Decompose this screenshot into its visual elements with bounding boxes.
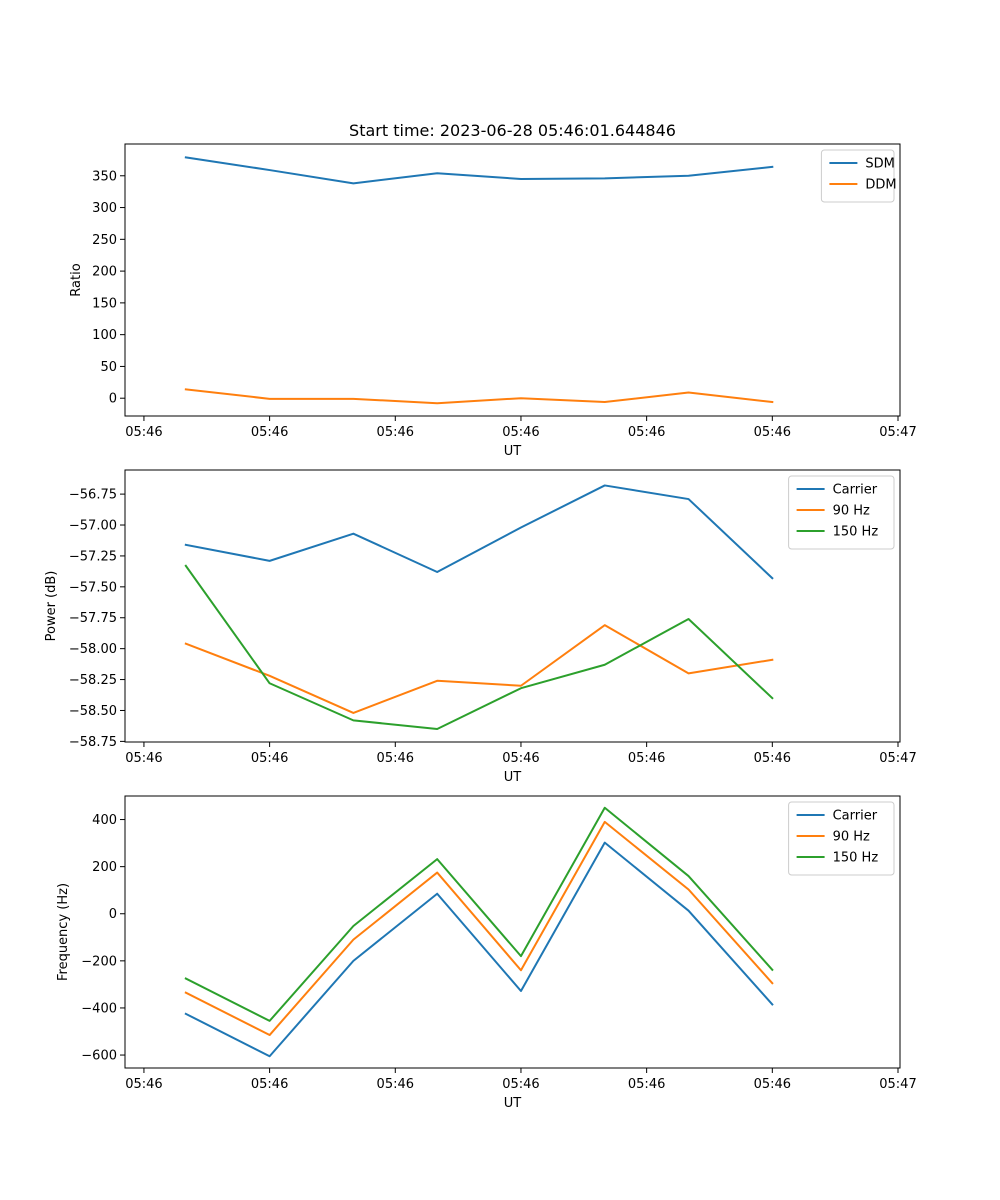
x-tick-label: 05:46 (628, 751, 665, 766)
plot-frame (124, 795, 901, 1069)
x-tick-label: 05:46 (502, 751, 539, 766)
x-tick-label: 05:46 (754, 425, 791, 440)
y-tick-label: 350 (92, 169, 117, 184)
x-axis-label: UT (504, 1096, 522, 1111)
frequency-panel: 05:46 05:46 05:46 05:46 05:46 05:46 05:47 400 20… (56, 795, 917, 1111)
legend-label: 90 Hz (833, 830, 870, 845)
legend-label: 150 Hz (833, 851, 879, 866)
y-tick-label: −57.25 (69, 549, 117, 564)
y-tick-label: −58.00 (69, 642, 117, 657)
series-line-carrier (184, 484, 774, 580)
y-tick-label: 100 (92, 328, 117, 343)
x-tick-label: 05:46 (125, 751, 162, 766)
series-lines (184, 484, 774, 731)
series-line-90-hz (184, 624, 774, 714)
legend: Carrier 90 Hz 150 Hz (788, 801, 895, 876)
ratio-panel: Start time: 2023-06-28 05:46:01.644846 0… (69, 121, 917, 459)
y-tick-label: 400 (92, 813, 117, 828)
x-tick-label: 05:46 (377, 1077, 414, 1092)
y-tick-label: −600 (81, 1049, 117, 1064)
y-tick-label: −58.75 (69, 735, 117, 750)
legend-label: 90 Hz (833, 504, 870, 519)
x-tick-label: 05:47 (879, 425, 916, 440)
power-plot-area: 05:46 05:46 05:46 05:46 05:46 05:46 05:47 −56.7… (69, 469, 917, 766)
y-tick-label: 200 (92, 860, 117, 875)
x-tick-label: 05:47 (879, 751, 916, 766)
plot-frame (124, 469, 901, 743)
y-tick-label: 0 (109, 392, 117, 407)
y-axis-label: Frequency (Hz) (56, 883, 71, 981)
y-tick-label: 250 (92, 233, 117, 248)
x-tick-label: 05:46 (125, 1077, 162, 1092)
legend-label: 150 Hz (833, 525, 879, 540)
legend-label: SDM (865, 157, 894, 172)
y-tick-label: 50 (100, 360, 117, 375)
y-tick-label: −56.75 (69, 488, 117, 503)
legend-label: DDM (865, 178, 896, 193)
power-panel: 05:46 05:46 05:46 05:46 05:46 05:46 05:47 −56.7… (44, 469, 917, 785)
y-tick-label: 200 (92, 265, 117, 280)
chart-title: Start time: 2023-06-28 05:46:01.644846 (349, 121, 676, 140)
legend-label: Carrier (833, 483, 878, 498)
x-tick-label: 05:47 (879, 1077, 916, 1092)
series-lines (184, 156, 774, 405)
x-tick-label: 05:46 (754, 1077, 791, 1092)
series-line-ddm (184, 388, 774, 405)
x-tick-label: 05:46 (377, 425, 414, 440)
x-tick-label: 05:46 (502, 1077, 539, 1092)
x-axis-label: UT (504, 444, 522, 459)
y-tick-label: −200 (81, 954, 117, 969)
x-tick-label: 05:46 (502, 425, 539, 440)
series-line-sdm (184, 156, 774, 185)
legend: Carrier 90 Hz 150 Hz (788, 475, 895, 550)
x-tick-label: 05:46 (251, 751, 288, 766)
y-tick-label: −57.00 (69, 519, 117, 534)
legend: SDM DDM (820, 149, 897, 203)
series-line-150-hz (184, 806, 774, 1022)
y-axis-label: Power (dB) (44, 571, 59, 642)
x-tick-label: 05:46 (251, 1077, 288, 1092)
x-tick-label: 05:46 (251, 425, 288, 440)
y-tick-label: −57.50 (69, 580, 117, 595)
y-axis-label: Ratio (69, 263, 84, 296)
ratio-plot-area: 05:46 05:46 05:46 05:46 05:46 05:46 05:47 0 50 10… (92, 143, 917, 440)
x-tick-label: 05:46 (754, 751, 791, 766)
x-tick-label: 05:46 (628, 1077, 665, 1092)
series-line-150-hz (184, 564, 774, 731)
series-lines (184, 806, 774, 1058)
y-tick-label: 0 (109, 907, 117, 922)
series-line-90-hz (184, 820, 774, 1037)
y-tick-label: −58.50 (69, 704, 117, 719)
x-tick-label: 05:46 (125, 425, 162, 440)
x-tick-label: 05:46 (628, 425, 665, 440)
y-tick-label: 150 (92, 296, 117, 311)
plot-frame (124, 143, 901, 417)
legend-label: Carrier (833, 809, 878, 824)
x-axis-label: UT (504, 770, 522, 785)
series-line-carrier (184, 841, 774, 1058)
frequency-plot-area: 05:46 05:46 05:46 05:46 05:46 05:46 05:47 400 20… (81, 795, 917, 1092)
y-tick-label: −57.75 (69, 611, 117, 626)
y-tick-label: −400 (81, 1001, 117, 1016)
y-tick-label: −58.25 (69, 673, 117, 688)
x-tick-label: 05:46 (377, 751, 414, 766)
y-tick-label: 300 (92, 201, 117, 216)
